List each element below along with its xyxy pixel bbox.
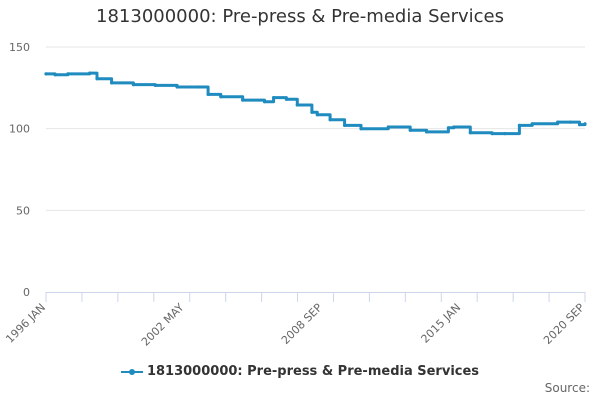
data-point — [95, 77, 99, 81]
data-point — [197, 85, 201, 89]
data-point — [446, 126, 450, 130]
data-point — [425, 130, 429, 134]
data-point — [468, 131, 472, 135]
y-tick-label: 150 — [9, 41, 30, 54]
x-tick-label: 1996 JAN — [3, 301, 48, 346]
data-point — [568, 120, 573, 124]
x-tick-label: 2002 MAY — [139, 301, 187, 349]
data-point — [517, 123, 522, 127]
data-point — [343, 123, 347, 127]
data-point — [577, 123, 582, 127]
data-point — [241, 98, 245, 102]
data-point — [66, 72, 70, 76]
legend-series-label: 1813000000: Pre-press & Pre-media Servic… — [146, 364, 480, 379]
data-point — [272, 96, 276, 100]
y-tick-label: 0 — [23, 286, 30, 299]
axis-layer: 0 50 100 150 1996 JAN 2002 MAY 2008 SEP 2015 JA… — [3, 41, 587, 349]
data-point — [315, 113, 319, 117]
data-point — [295, 103, 299, 107]
data-point — [153, 83, 157, 87]
data-point — [452, 125, 456, 129]
x-tick-label: 2020 SEP — [541, 301, 587, 347]
data-point — [175, 85, 179, 89]
data-point — [530, 122, 534, 126]
y-tick-label: 100 — [9, 123, 30, 136]
data-point — [44, 72, 48, 76]
y-tick-label: 50 — [16, 204, 30, 217]
data-point — [206, 92, 210, 96]
data-point — [556, 120, 560, 124]
data-point — [131, 83, 135, 87]
data-point — [310, 110, 314, 114]
data-point — [262, 100, 267, 104]
grid-layer — [46, 46, 585, 211]
data-point — [490, 132, 494, 136]
chart-title: 1813000000: Pre-press & Pre-media Servic… — [96, 6, 504, 27]
data-point — [503, 132, 507, 136]
legend[interactable]: 1813000000: Pre-press & Pre-media Servic… — [0, 364, 600, 379]
data-point — [386, 125, 390, 129]
data-point — [53, 73, 57, 77]
series-line — [44, 71, 587, 136]
source-credits[interactable]: Source: — [544, 381, 590, 395]
legend-series-marker — [120, 367, 143, 377]
data-point — [284, 97, 288, 101]
data-point — [359, 127, 363, 131]
series-layer — [44, 71, 587, 136]
data-point — [328, 118, 332, 122]
x-tick-label: 2008 SEP — [279, 301, 325, 347]
data-point — [88, 71, 92, 75]
data-point — [583, 122, 587, 126]
data-point — [219, 95, 223, 99]
data-point — [110, 81, 114, 85]
x-tick-label: 2015 JAN — [419, 301, 464, 346]
data-point — [408, 128, 412, 132]
